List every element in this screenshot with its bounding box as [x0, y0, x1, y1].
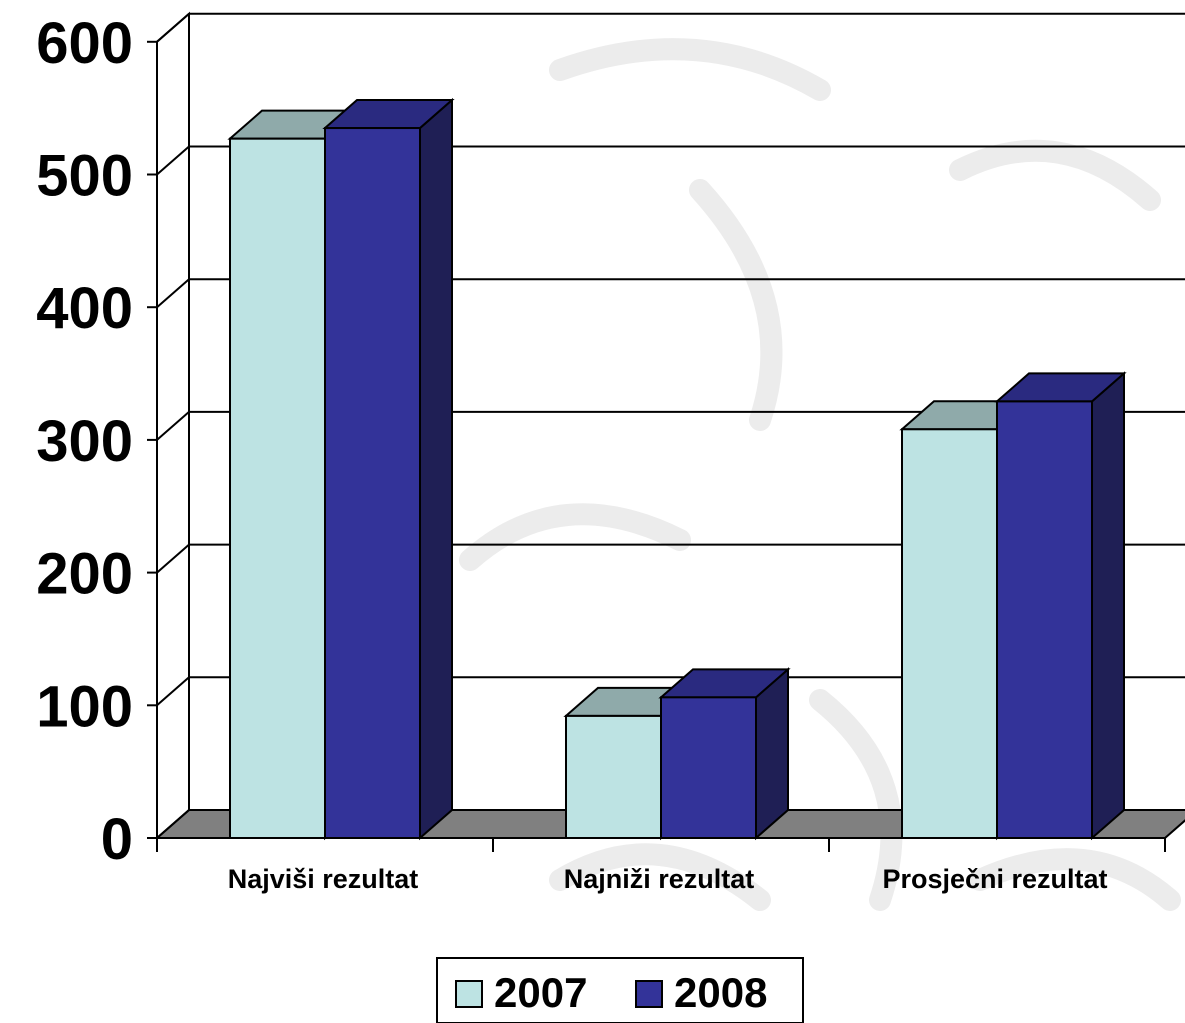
bar-front	[660, 696, 757, 840]
gridline-diag	[156, 411, 190, 441]
y-tick-label: 600	[36, 11, 133, 76]
bar-side	[419, 97, 453, 841]
bar-front	[229, 137, 326, 839]
y-tick-label: 300	[36, 409, 133, 474]
legend-label-2008: 2008	[674, 969, 767, 1016]
bar-front	[324, 127, 421, 839]
watermark-arc-3	[689, 179, 783, 431]
x-tick-label: Najviši rezultat	[228, 864, 419, 894]
y-tick-label: 100	[36, 674, 133, 739]
bar-2008-2	[994, 371, 1127, 841]
watermark-arc-6	[809, 689, 903, 911]
legend-swatch-2007	[455, 980, 483, 1008]
bar-side	[755, 667, 789, 841]
watermark-arc-5	[459, 503, 691, 571]
gridline-diag	[156, 543, 190, 574]
watermark-arc-7	[549, 843, 771, 911]
bar-2008-1	[658, 667, 791, 841]
bar-front	[996, 400, 1093, 839]
x-tick-label: Prosječni rezultat	[882, 864, 1107, 894]
bar-front	[901, 428, 998, 839]
gridline-diag	[156, 278, 190, 308]
y-tick-label: 200	[36, 542, 133, 607]
gridline-diag	[156, 13, 190, 43]
legend-box	[436, 957, 804, 1023]
x-tick-label: Najniži rezultat	[564, 864, 755, 894]
legend: 2007 2008	[436, 957, 804, 1023]
watermark-arc-1	[549, 38, 831, 101]
y-tick-label: 500	[36, 144, 133, 209]
bar-front	[565, 714, 662, 840]
y-tick-label: 0	[101, 807, 133, 872]
bar-2008-0	[322, 97, 455, 841]
y-tick-label: 400	[36, 276, 133, 341]
bar-side	[1091, 371, 1125, 841]
gridline-diag	[156, 145, 190, 176]
gridline-diag	[156, 676, 190, 707]
watermark-arc-2	[949, 139, 1161, 211]
legend-label-2007: 2007	[494, 969, 587, 1016]
watermark-arc-8	[969, 848, 1181, 911]
legend-swatch-2008	[635, 980, 663, 1008]
